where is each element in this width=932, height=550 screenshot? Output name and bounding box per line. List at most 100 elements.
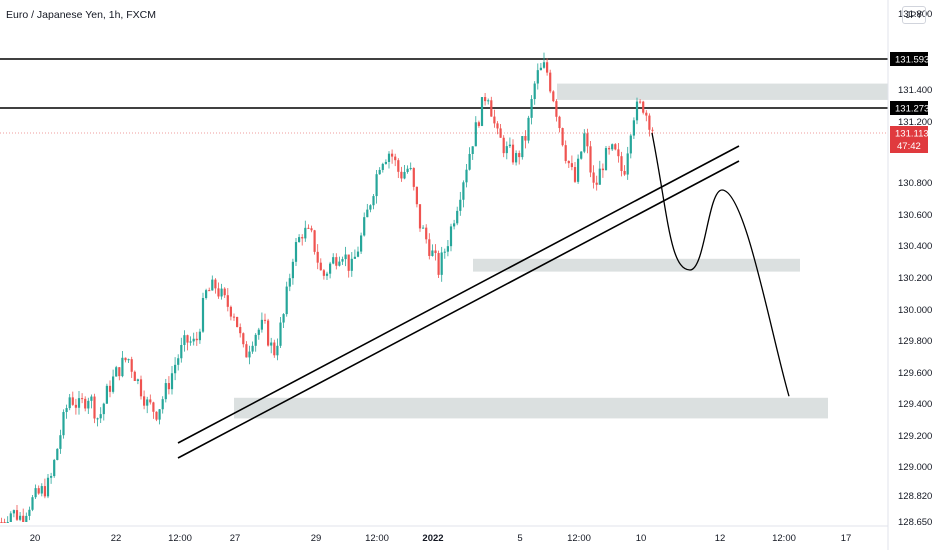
candle-body (40, 486, 43, 494)
candle-body (626, 153, 629, 175)
candle-body (189, 341, 192, 343)
candle-body (115, 367, 118, 377)
price-tick-label: 130.800 (898, 178, 932, 189)
candle-body (449, 226, 453, 247)
candle-body (648, 115, 651, 130)
candle-body (211, 279, 214, 291)
price-tick-label: 131.800 (898, 9, 932, 20)
candle-body (232, 316, 236, 318)
candle-body (239, 326, 242, 334)
candle-body (108, 385, 112, 392)
time-tick-label: 12:00 (168, 533, 192, 544)
price-tick-label: 129.000 (898, 462, 932, 473)
price-tick-label: 129.400 (898, 399, 932, 410)
candle-body (586, 133, 589, 147)
candle-body (539, 67, 542, 71)
candle-body (325, 273, 329, 276)
candle-body (322, 270, 325, 276)
candle-body (356, 251, 360, 257)
candle-body (583, 133, 586, 152)
currency-button[interactable]: JPY (902, 6, 926, 24)
candle-body (214, 279, 217, 289)
candle-body (251, 345, 254, 352)
price-tick-label: 129.200 (898, 431, 932, 442)
candle-body (267, 320, 270, 346)
candle-body (431, 250, 434, 256)
candle-body (546, 62, 549, 73)
candle-body (201, 297, 205, 332)
candle-body (112, 376, 115, 392)
candle-body (208, 290, 211, 292)
time-tick-label: 10 (636, 533, 647, 544)
price-tick-label: 131.200 (898, 117, 932, 128)
candle-body (608, 148, 611, 150)
price-axis: 131.800 131.400 131.200 130.800 130.600 130.4… (898, 9, 932, 528)
candle-body (344, 254, 347, 260)
candle-body (93, 396, 96, 419)
candle-body (59, 435, 62, 449)
candle-body (527, 117, 530, 141)
candle-body (198, 331, 201, 341)
candle-body (558, 116, 561, 129)
candle-body (573, 167, 577, 182)
chart-title: Euro / Japanese Yen, 1h, FXCM (6, 9, 157, 21)
candle-body (474, 122, 477, 147)
time-axis: 20 22 12:00 27 29 12:00 2022 5 12:00 10 12 12:00 17 (30, 533, 852, 544)
candle-body (34, 488, 37, 498)
candle-body (642, 101, 645, 113)
candle-body (81, 398, 84, 400)
candle-body (127, 359, 130, 361)
candle-body (229, 306, 232, 317)
price-tick-label: 128.820 (898, 491, 932, 502)
trendlines (177, 145, 740, 459)
candle-body (446, 246, 449, 252)
candle-body (570, 163, 573, 168)
candle-body (74, 404, 77, 408)
candle-body (505, 146, 508, 154)
candle-body (149, 399, 152, 403)
candle-body (580, 151, 583, 159)
price-label-box (890, 101, 928, 115)
candle-body (422, 227, 425, 229)
candle-body (601, 168, 604, 171)
zone-1 (557, 83, 888, 100)
candle-body (6, 522, 9, 523)
candle-body (465, 169, 468, 183)
candle-body (12, 510, 15, 514)
candle-body (260, 319, 263, 330)
candle-body (50, 476, 53, 478)
candle-body (437, 253, 440, 275)
candle-body (366, 209, 369, 218)
candle-body (0, 522, 3, 523)
candle-body (223, 288, 226, 296)
candle-body (555, 101, 558, 117)
time-tick-label: 12 (715, 533, 726, 544)
candle-body (384, 161, 387, 164)
candle-body (462, 182, 465, 200)
candlesticks (0, 52, 654, 523)
candle-body (378, 169, 381, 175)
candle-body (102, 403, 105, 415)
candle-body (136, 379, 139, 381)
zone-3 (234, 397, 828, 419)
candle-body (645, 112, 648, 116)
candle-body (28, 509, 31, 516)
candle-body (347, 254, 350, 271)
candle-body (518, 153, 521, 158)
candle-body (130, 359, 133, 372)
candle-body (496, 123, 499, 129)
candle-body (183, 335, 186, 345)
candle-body (418, 204, 422, 229)
candle-body (133, 371, 136, 381)
horizontal-levels (0, 58, 888, 134)
time-tick-label: 12:00 (567, 533, 591, 544)
candle-body (304, 227, 307, 239)
candle-body (22, 515, 25, 522)
candle-body (552, 91, 555, 102)
candle-body (273, 342, 276, 356)
candle-body (409, 168, 412, 170)
support-resistance-zones (234, 83, 888, 419)
candle-body (90, 396, 93, 401)
candle-body (146, 399, 149, 406)
